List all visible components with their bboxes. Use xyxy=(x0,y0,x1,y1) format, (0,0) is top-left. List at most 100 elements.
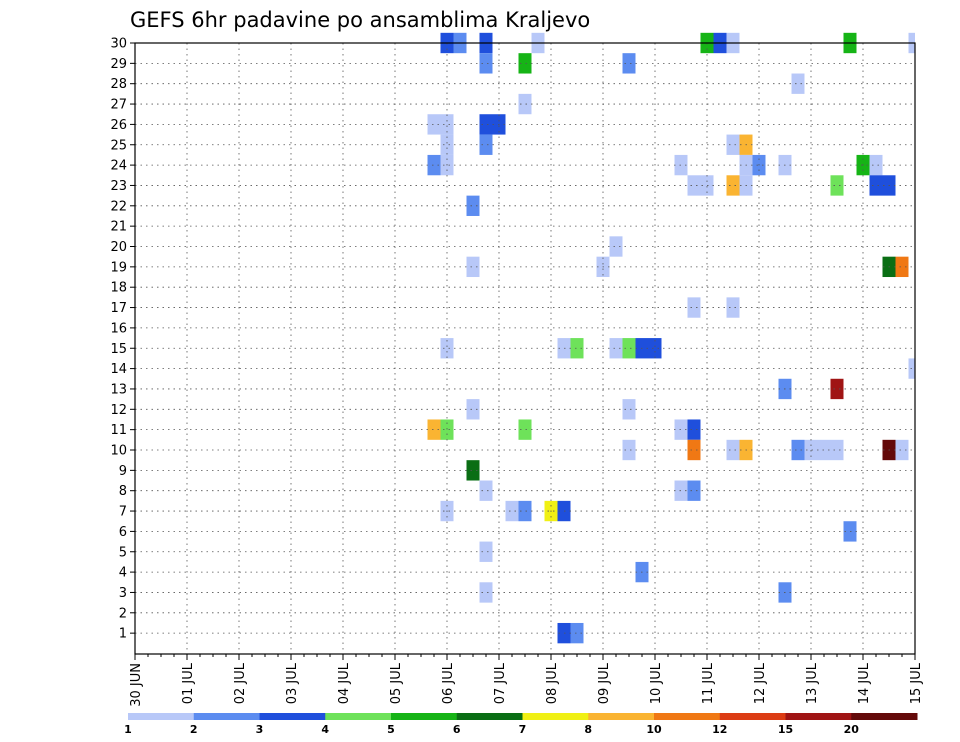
heatmap-cell xyxy=(687,439,701,461)
y-tick-label: 12 xyxy=(110,403,127,418)
heatmap-cell xyxy=(440,419,454,440)
x-tick-label: 15 JUL xyxy=(909,662,924,704)
y-tick-label: 5 xyxy=(119,545,127,560)
heatmap-cell xyxy=(687,419,701,440)
heatmap-cell xyxy=(726,439,740,461)
y-tick-label: 19 xyxy=(110,260,127,275)
legend-label: 12 xyxy=(712,723,727,736)
heatmap-cell xyxy=(479,53,493,74)
y-tick-label: 3 xyxy=(119,586,127,601)
x-tick-label: 10 JUL xyxy=(649,662,664,704)
legend-label: 3 xyxy=(256,723,264,736)
heatmap-cell xyxy=(440,114,454,135)
heatmap-cell xyxy=(518,500,532,522)
heatmap-cell xyxy=(466,460,480,481)
x-tick-label: 07 JUL xyxy=(493,662,508,704)
y-tick-label: 17 xyxy=(110,301,127,316)
heatmap-cell xyxy=(479,541,493,562)
heatmap-cell xyxy=(791,439,805,461)
heatmap-cell xyxy=(427,154,441,176)
heatmap-cell xyxy=(869,154,883,176)
legend-color-box xyxy=(785,713,852,720)
heatmap-cell xyxy=(830,175,844,196)
x-tick-label: 30 JUN xyxy=(129,663,144,707)
y-tick-label: 2 xyxy=(119,606,127,621)
heatmap-cell xyxy=(440,134,454,155)
legend-color-box xyxy=(719,713,786,720)
heatmap-cell xyxy=(570,622,584,644)
legend-color-box xyxy=(522,713,589,720)
y-tick-label: 26 xyxy=(110,118,127,133)
y-tick-label: 7 xyxy=(119,505,127,520)
x-tick-label: 08 JUL xyxy=(545,662,560,704)
heatmap-cell xyxy=(427,114,441,135)
heatmap-cell xyxy=(479,582,493,603)
y-tick-label: 4 xyxy=(119,566,127,581)
legend-color-box xyxy=(851,713,918,720)
x-tick-label: 12 JUL xyxy=(753,662,768,704)
y-tick-label: 22 xyxy=(110,199,127,214)
y-tick-label: 30 xyxy=(110,37,127,52)
y-tick-label: 15 xyxy=(110,342,127,357)
heatmap-cell xyxy=(830,378,844,400)
legend-label: 10 xyxy=(646,723,662,736)
heatmap-cell xyxy=(726,134,740,155)
y-tick-label: 25 xyxy=(110,138,127,153)
heatmap-cell xyxy=(466,256,480,278)
heatmap-cell xyxy=(687,297,701,318)
heatmap-cell xyxy=(609,236,623,257)
y-tick-label: 1 xyxy=(119,627,127,642)
y-tick-label: 23 xyxy=(110,179,127,194)
y-tick-label: 9 xyxy=(119,464,127,479)
y-tick-label: 6 xyxy=(119,525,127,540)
y-tick-label: 8 xyxy=(119,484,127,499)
legend-label: 8 xyxy=(584,723,592,736)
heatmap-cell xyxy=(427,419,441,440)
heatmap-cell xyxy=(479,114,493,135)
legend-color-box xyxy=(588,713,655,720)
heatmap-cell xyxy=(609,338,623,359)
y-tick-label: 11 xyxy=(110,423,127,438)
heatmap-cell xyxy=(466,195,480,216)
x-tick-label: 06 JUL xyxy=(441,662,456,704)
grid-lines xyxy=(135,43,915,654)
heatmap-cell xyxy=(726,297,740,318)
legend-color-box xyxy=(391,713,458,720)
heatmap-cell xyxy=(687,480,701,501)
legend-label: 20 xyxy=(844,723,860,736)
y-tick-label: 28 xyxy=(110,77,127,92)
heatmap-cells xyxy=(427,32,915,644)
legend-label: 7 xyxy=(519,723,527,736)
heatmap-cell xyxy=(791,73,805,94)
heatmap-cell xyxy=(622,338,636,359)
legend-color-box xyxy=(259,713,326,720)
y-tick-label: 16 xyxy=(110,321,127,336)
heatmap-cell xyxy=(622,399,636,420)
heatmap-cell xyxy=(518,93,532,115)
heatmap-cell xyxy=(440,338,454,359)
heatmap-cell xyxy=(479,134,493,155)
heatmap-cell xyxy=(622,439,636,461)
heatmap-cell xyxy=(830,439,844,461)
heatmap-cell xyxy=(518,53,532,74)
heatmap-cell xyxy=(622,53,636,74)
x-tick-label: 14 JUL xyxy=(857,662,872,704)
x-tick-label: 04 JUL xyxy=(337,662,352,704)
y-axis: 1234567891011121314151617181920212223242… xyxy=(110,37,135,642)
legend-color-box xyxy=(128,713,195,720)
x-tick-label: 11 JUL xyxy=(701,662,716,704)
x-tick-label: 05 JUL xyxy=(389,662,404,704)
legend-color-box xyxy=(654,713,721,720)
heatmap-cell xyxy=(687,175,701,196)
x-tick-label: 01 JUL xyxy=(181,662,196,704)
y-tick-label: 29 xyxy=(110,57,127,72)
heatmap-cell xyxy=(505,500,519,522)
x-tick-label: 09 JUL xyxy=(597,662,612,704)
legend-color-box xyxy=(193,713,260,720)
x-axis: 30 JUN 01 JUL 02 JUL 03 JUL 04 JUL 05 JUL 06 J… xyxy=(129,654,924,707)
heatmap-cell xyxy=(869,175,883,196)
y-tick-label: 20 xyxy=(110,240,127,255)
y-tick-label: 14 xyxy=(110,362,127,377)
x-tick-label: 13 JUL xyxy=(805,662,820,704)
